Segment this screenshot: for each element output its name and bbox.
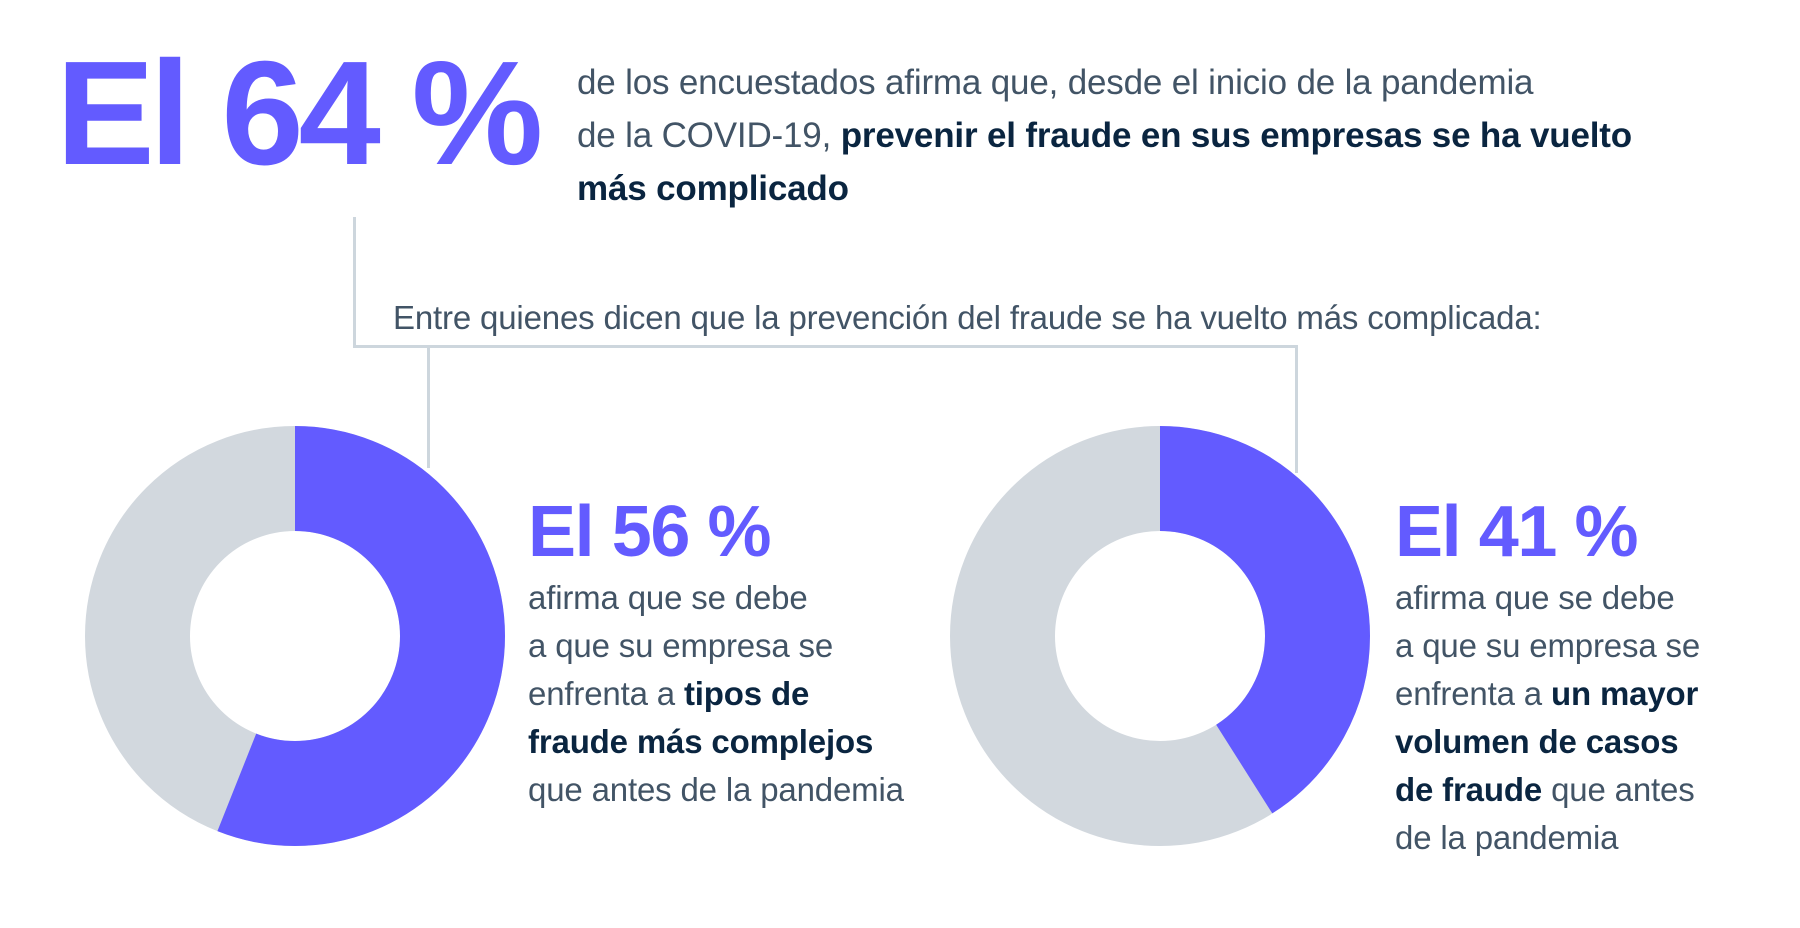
connector-horizontal [353, 345, 1298, 348]
connector-drop-right [1295, 348, 1298, 473]
panel-right-description: afirma que se debe a que su empresa se enf… [1395, 579, 1701, 856]
subtitle: Entre quienes dicen que la prevención de… [393, 299, 1542, 336]
donut-chart-56-svg [85, 426, 505, 846]
donut-56-value-slice [85, 426, 505, 846]
panel-left-stat: El 56 % [528, 492, 772, 572]
headline-stat: El 64 % [56, 31, 543, 196]
panel-left-description: afirma que se debe a que su empresa se enf… [528, 579, 904, 808]
donut-chart-41 [950, 426, 1370, 846]
headline-description: de los encuestados afirma que, desde el … [577, 63, 1632, 208]
donut-chart-41-svg [950, 426, 1370, 846]
donut-chart-56 [85, 426, 505, 846]
connector-vertical-from-headline [353, 217, 356, 347]
donut-41-value-slice [950, 426, 1370, 846]
panel-right-stat: El 41 % [1395, 492, 1639, 572]
connector-drop-left [427, 348, 430, 468]
